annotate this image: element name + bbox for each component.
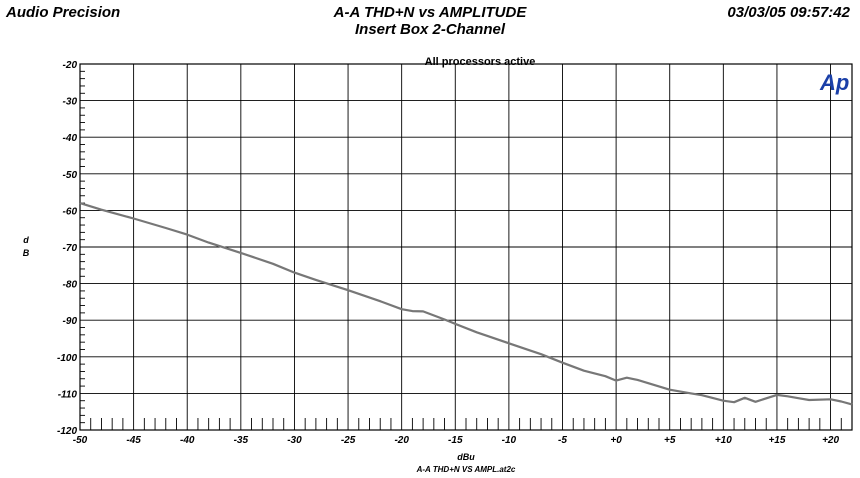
company-name: Audio Precision: [6, 4, 121, 21]
x-tick-label: -25: [341, 435, 356, 446]
x-tick-label: -30: [287, 435, 302, 446]
annotation: All processors active: [425, 56, 536, 68]
plot-frame: [79, 63, 853, 431]
y-tick-labels: -20 -30 -40 -50 -60 -70 -80 -90 -100 -110 -120: [57, 60, 77, 437]
x-tick-label: -45: [126, 435, 141, 446]
y-tick-label: -90: [63, 316, 78, 327]
y-tick-label: -80: [63, 280, 78, 291]
x-tick-labels: -50 -45 -40 -35 -30 -25 -20 -15 -10 -5 +0 +5 +10 +15 +…: [73, 435, 840, 446]
x-tick-label: +0: [610, 435, 622, 446]
x-tick-label: +20: [822, 435, 839, 446]
x-tick-label: +5: [664, 435, 676, 446]
x-tick-label: +15: [768, 435, 785, 446]
y-tick-label: -120: [57, 426, 77, 437]
y-tick-label: -100: [57, 353, 77, 364]
y-axis-label-b: B: [23, 248, 30, 258]
x-tick-label: -35: [234, 435, 249, 446]
chart-subtitle: Insert Box 2-Channel: [354, 21, 506, 38]
x-tick-label: -20: [394, 435, 409, 446]
x-tick-label: -5: [558, 435, 567, 446]
y-tick-label: -50: [63, 170, 78, 181]
ap-logo: Ap: [819, 70, 849, 95]
svg-text:Ap: Ap: [819, 70, 849, 95]
x-tick-label: -40: [180, 435, 195, 446]
y-tick-label: -20: [63, 60, 78, 71]
chart-title: A-A THD+N vs AMPLITUDE: [333, 4, 527, 21]
y-tick-label: -110: [58, 389, 78, 400]
x-tick-label: -50: [73, 435, 88, 446]
y-axis-label-d: d: [23, 235, 29, 245]
timestamp: 03/03/05 09:57:42: [727, 4, 850, 21]
x-tick-label: -15: [448, 435, 463, 446]
x-tick-label: -10: [502, 435, 517, 446]
grid: [79, 63, 852, 431]
minor-ticks: [80, 70, 853, 430]
x-axis-label: dBu: [457, 452, 475, 462]
title-block: A-A THD+N vs AMPLITUDE Insert Box 2-Chan…: [0, 4, 860, 38]
x-tick-label: +10: [715, 435, 732, 446]
y-tick-label: -60: [63, 206, 78, 217]
series-line: [79, 202, 853, 406]
y-tick-label: -40: [63, 133, 78, 144]
y-tick-label: -30: [63, 97, 78, 108]
footer-filename: A-A THD+N VS AMPL.at2c: [416, 465, 516, 474]
y-tick-label: -70: [63, 243, 78, 254]
y-axis-label: d B: [23, 235, 30, 258]
